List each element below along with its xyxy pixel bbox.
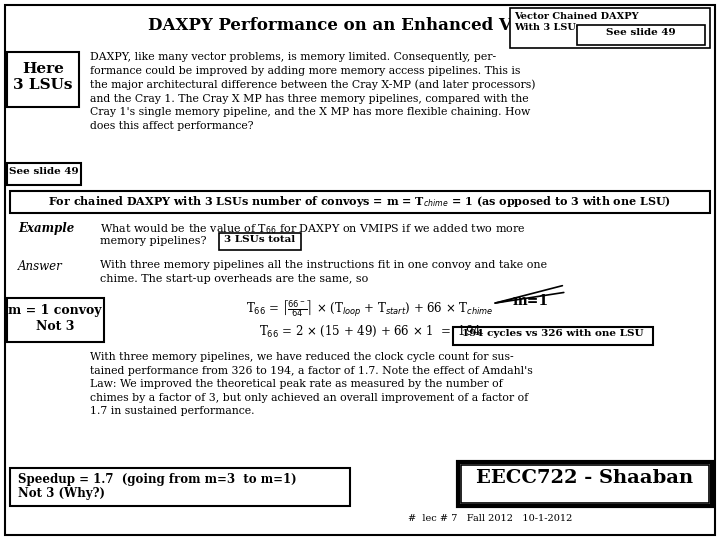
Bar	[10, 468, 350, 506]
Text: Example: Example	[18, 222, 74, 235]
Bar	[458, 462, 712, 506]
Text: Here: Here	[22, 62, 64, 76]
Bar	[510, 8, 710, 48]
Text: 3 LSUs total: 3 LSUs total	[225, 235, 296, 244]
Text: See slide 49: See slide 49	[606, 28, 676, 37]
Text: What would be the value of T$_{66}$ for DAXPY on VMIPS if we added two more: What would be the value of T$_{66}$ for …	[100, 222, 526, 236]
Text: Not 3: Not 3	[36, 320, 74, 333]
Text: Answer: Answer	[18, 260, 63, 273]
Bar	[7, 163, 81, 185]
Bar	[461, 465, 709, 503]
Text: 3 LSUs: 3 LSUs	[13, 78, 73, 92]
Bar	[7, 52, 79, 107]
Text: m = 1 convoy: m = 1 convoy	[8, 304, 102, 317]
Text: T$_{66}$ = $\left\lceil\frac{66^-}{64}\right\rceil$ $\times$ (T$_{\mathit{loop}}: T$_{66}$ = $\left\lceil\frac{66^-}{64}\r…	[246, 298, 494, 320]
Text: DAXPY, like many vector problems, is memory limited. Consequently, per-
formance: DAXPY, like many vector problems, is mem…	[90, 52, 536, 131]
Bar	[7, 298, 104, 342]
Text: EECC722 - Shaaban: EECC722 - Shaaban	[477, 469, 693, 487]
Text: With three memory pipelines all the instructions fit in one convoy and take one: With three memory pipelines all the inst…	[100, 260, 547, 270]
Text: #  lec # 7   Fall 2012   10-1-2012: # lec # 7 Fall 2012 10-1-2012	[408, 514, 572, 523]
Bar	[219, 233, 301, 250]
Text: Speedup = 1.7  (going from m=3  to m=1): Speedup = 1.7 (going from m=3 to m=1)	[18, 473, 297, 486]
Text: For chained DAXPY with 3 LSUs number of convoys = m = T$_{\mathit{chime}}$ = 1 (: For chained DAXPY with 3 LSUs number of …	[48, 194, 672, 209]
Text: chime. The start-up overheads are the same, so: chime. The start-up overheads are the sa…	[100, 274, 368, 284]
Bar	[577, 25, 705, 45]
Text: m=1: m=1	[513, 294, 549, 308]
Text: With 3 LSUs: With 3 LSUs	[514, 23, 581, 32]
Bar	[10, 191, 710, 213]
Text: See slide 49: See slide 49	[9, 167, 78, 176]
Text: memory pipelines?: memory pipelines?	[100, 236, 207, 246]
Text: Vector Chained DAXPY: Vector Chained DAXPY	[514, 12, 639, 21]
Text: DAXPY Performance on an Enhanced VMIPS: DAXPY Performance on an Enhanced VMIPS	[148, 17, 562, 34]
Bar	[453, 327, 653, 345]
Text: 194 cycles vs 326 with one LSU: 194 cycles vs 326 with one LSU	[462, 329, 644, 338]
Text: With three memory pipelines, we have reduced the clock cycle count for sus-
tain: With three memory pipelines, we have red…	[90, 352, 533, 416]
Text: T$_{66}$ = 2 $\times$ (15 + 49) + 66 $\times$ 1  =  194: T$_{66}$ = 2 $\times$ (15 + 49) + 66 $\t…	[258, 324, 482, 339]
Text: Not 3 (Why?): Not 3 (Why?)	[18, 487, 105, 500]
